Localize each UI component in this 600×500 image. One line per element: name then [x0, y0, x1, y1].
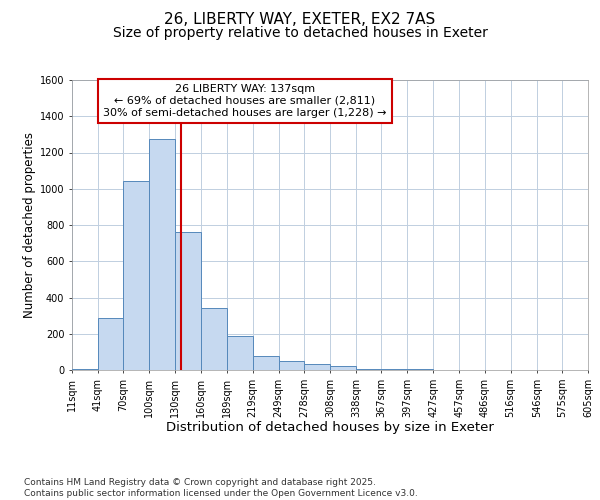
Bar [202, 308, 227, 370]
Bar [98, 318, 123, 370]
Text: 26, LIBERTY WAY, EXETER, EX2 7AS: 26, LIBERTY WAY, EXETER, EX2 7AS [164, 12, 436, 28]
Y-axis label: Number of detached properties: Number of detached properties [23, 132, 35, 318]
Text: Size of property relative to detached houses in Exeter: Size of property relative to detached ho… [113, 26, 487, 40]
Bar [356, 368, 381, 370]
Bar [279, 361, 304, 370]
Text: 26 LIBERTY WAY: 137sqm
← 69% of detached houses are smaller (2,811)
30% of semi-: 26 LIBERTY WAY: 137sqm ← 69% of detached… [103, 84, 386, 117]
Bar [123, 180, 149, 370]
Bar [227, 336, 253, 370]
Bar [253, 356, 279, 370]
Bar [72, 368, 98, 370]
Bar [175, 232, 202, 370]
Bar [149, 139, 175, 370]
Text: Contains HM Land Registry data © Crown copyright and database right 2025.
Contai: Contains HM Land Registry data © Crown c… [24, 478, 418, 498]
Bar [330, 366, 356, 370]
X-axis label: Distribution of detached houses by size in Exeter: Distribution of detached houses by size … [166, 422, 494, 434]
Bar [304, 364, 330, 370]
